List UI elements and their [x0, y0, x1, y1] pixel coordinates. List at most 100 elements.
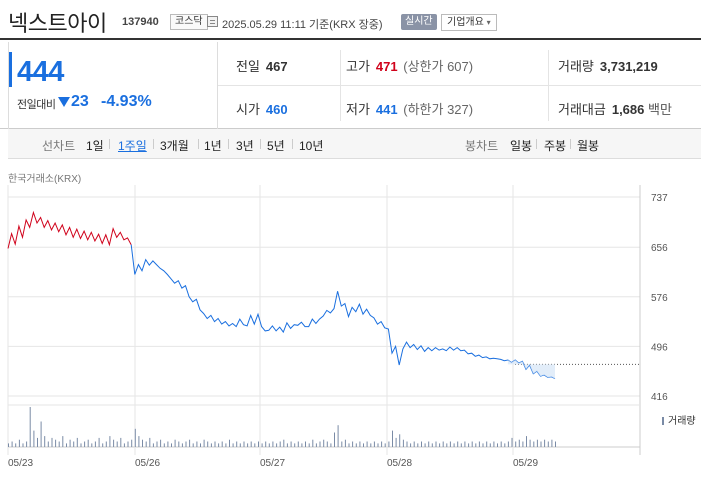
volume-bar [399, 434, 401, 447]
period-5y[interactable]: 5년 [267, 139, 285, 153]
volume-bar [533, 441, 535, 447]
price-line-up-segment [7, 210, 132, 249]
volume-legend-swatch [662, 417, 664, 425]
calendar-icon [207, 16, 218, 27]
volume-bar [236, 441, 238, 447]
period-1d[interactable]: 1일 [86, 139, 104, 153]
volume-bar [540, 441, 542, 447]
volume-bar [276, 443, 278, 447]
volume-bar [145, 441, 147, 447]
volume-bar [265, 441, 267, 447]
quote-box: 444 전일대비 23 -4.93% 전일 467 고가 471 (상한가 607)… [0, 42, 701, 129]
volume-bar [37, 437, 38, 447]
volume-bar [547, 441, 549, 447]
open-label: 시가 [236, 102, 260, 117]
volume-bar [297, 441, 299, 447]
volume-bar [116, 441, 118, 447]
period-3y[interactable]: 3년 [236, 139, 254, 153]
volume-bar [62, 436, 64, 447]
volume-bar [33, 430, 35, 447]
prev-close-cell: 전일 467 [236, 56, 288, 75]
prev-close-value: 467 [265, 59, 288, 74]
volume-bar [178, 441, 180, 447]
upper-limit: (상한가 607) [403, 59, 474, 74]
period-1w[interactable]: 1주일 [118, 139, 147, 153]
volume-label: 거래량 [558, 59, 594, 74]
volume-bar [214, 441, 216, 447]
candle-daily[interactable]: 일봉 [510, 139, 533, 153]
volume-bar [471, 441, 473, 447]
volume-bar [290, 441, 292, 447]
volume-value: 3,731,219 [599, 59, 658, 74]
volume-bar [109, 436, 111, 447]
volume-bar [518, 439, 520, 447]
volume-bar [123, 443, 125, 447]
volume-bar [529, 439, 531, 447]
volume-bar [138, 436, 140, 447]
candle-weekly[interactable]: 주봉 [544, 139, 567, 153]
volume-bar [283, 439, 285, 447]
volume-bar [323, 439, 325, 447]
volume-bar [421, 441, 422, 447]
volume-bar [449, 441, 451, 447]
volume-bar [359, 441, 361, 447]
y-tick-label: 737 [651, 193, 668, 204]
chart-ticks: 737 656 576 496 416 05/23 05/26 05/27 05/28 05/29 [8, 193, 668, 469]
chart-source: 한국거래소(KRX) [8, 174, 82, 185]
volume-bar [232, 443, 234, 447]
volume-bar [239, 443, 241, 447]
volume-bar [551, 439, 553, 447]
toolbar-separator [536, 139, 537, 149]
volume-bar [203, 439, 205, 447]
volume-bar [163, 443, 165, 447]
x-tick-label: 05/29 [513, 458, 538, 469]
volume-bar [160, 439, 162, 447]
volume-bar [326, 441, 328, 447]
price-line [7, 210, 556, 380]
volume-bar [26, 441, 28, 447]
volume-bar [272, 441, 274, 447]
volume-bar [373, 441, 375, 447]
volume-bar [431, 443, 433, 447]
company-overview-button[interactable]: 기업개요 ▾ [441, 14, 497, 31]
period-10y[interactable]: 10년 [299, 139, 324, 153]
trade-value-unit: 백만 [648, 102, 672, 117]
volume-bar [442, 441, 444, 447]
volume-bar [221, 441, 223, 447]
candle-monthly[interactable]: 월봉 [577, 139, 600, 153]
price-accent-bar [9, 52, 12, 87]
period-1y[interactable]: 1년 [204, 139, 222, 153]
volume-bar [468, 443, 470, 447]
change-label: 전일대비 [17, 99, 56, 111]
volume-bar [377, 443, 379, 447]
low-value: 441 [375, 102, 398, 117]
volume-bar [286, 443, 288, 447]
volume-bar [439, 443, 441, 447]
market-badge: 코스닥 [170, 14, 208, 30]
volume-bar [489, 443, 491, 447]
volume-bar [47, 441, 49, 447]
volume-bar [15, 443, 17, 447]
trade-value: 1,686 [611, 102, 645, 117]
volume-bar [261, 443, 263, 447]
volume-bar [511, 437, 513, 447]
volume-bar [315, 443, 317, 447]
volume-bar [218, 443, 220, 447]
volume-bar [464, 441, 466, 447]
volume-bar [504, 443, 506, 447]
volume-bar [522, 441, 524, 447]
volume-bar [515, 441, 517, 447]
candle-chart-label: 봉차트 [465, 139, 499, 153]
volume-bar [395, 437, 397, 447]
volume-legend-label: 거래량 [668, 416, 696, 427]
volume-bar [80, 443, 82, 447]
volume-bar [192, 443, 194, 447]
volume-bar [493, 441, 495, 447]
realtime-badge[interactable]: 실시간 [401, 14, 437, 30]
low-label: 저가 [346, 102, 370, 117]
volume-bar [475, 443, 477, 447]
volume-bar [76, 437, 78, 447]
volume-bar [352, 441, 354, 447]
period-3m[interactable]: 3개월 [160, 139, 189, 153]
